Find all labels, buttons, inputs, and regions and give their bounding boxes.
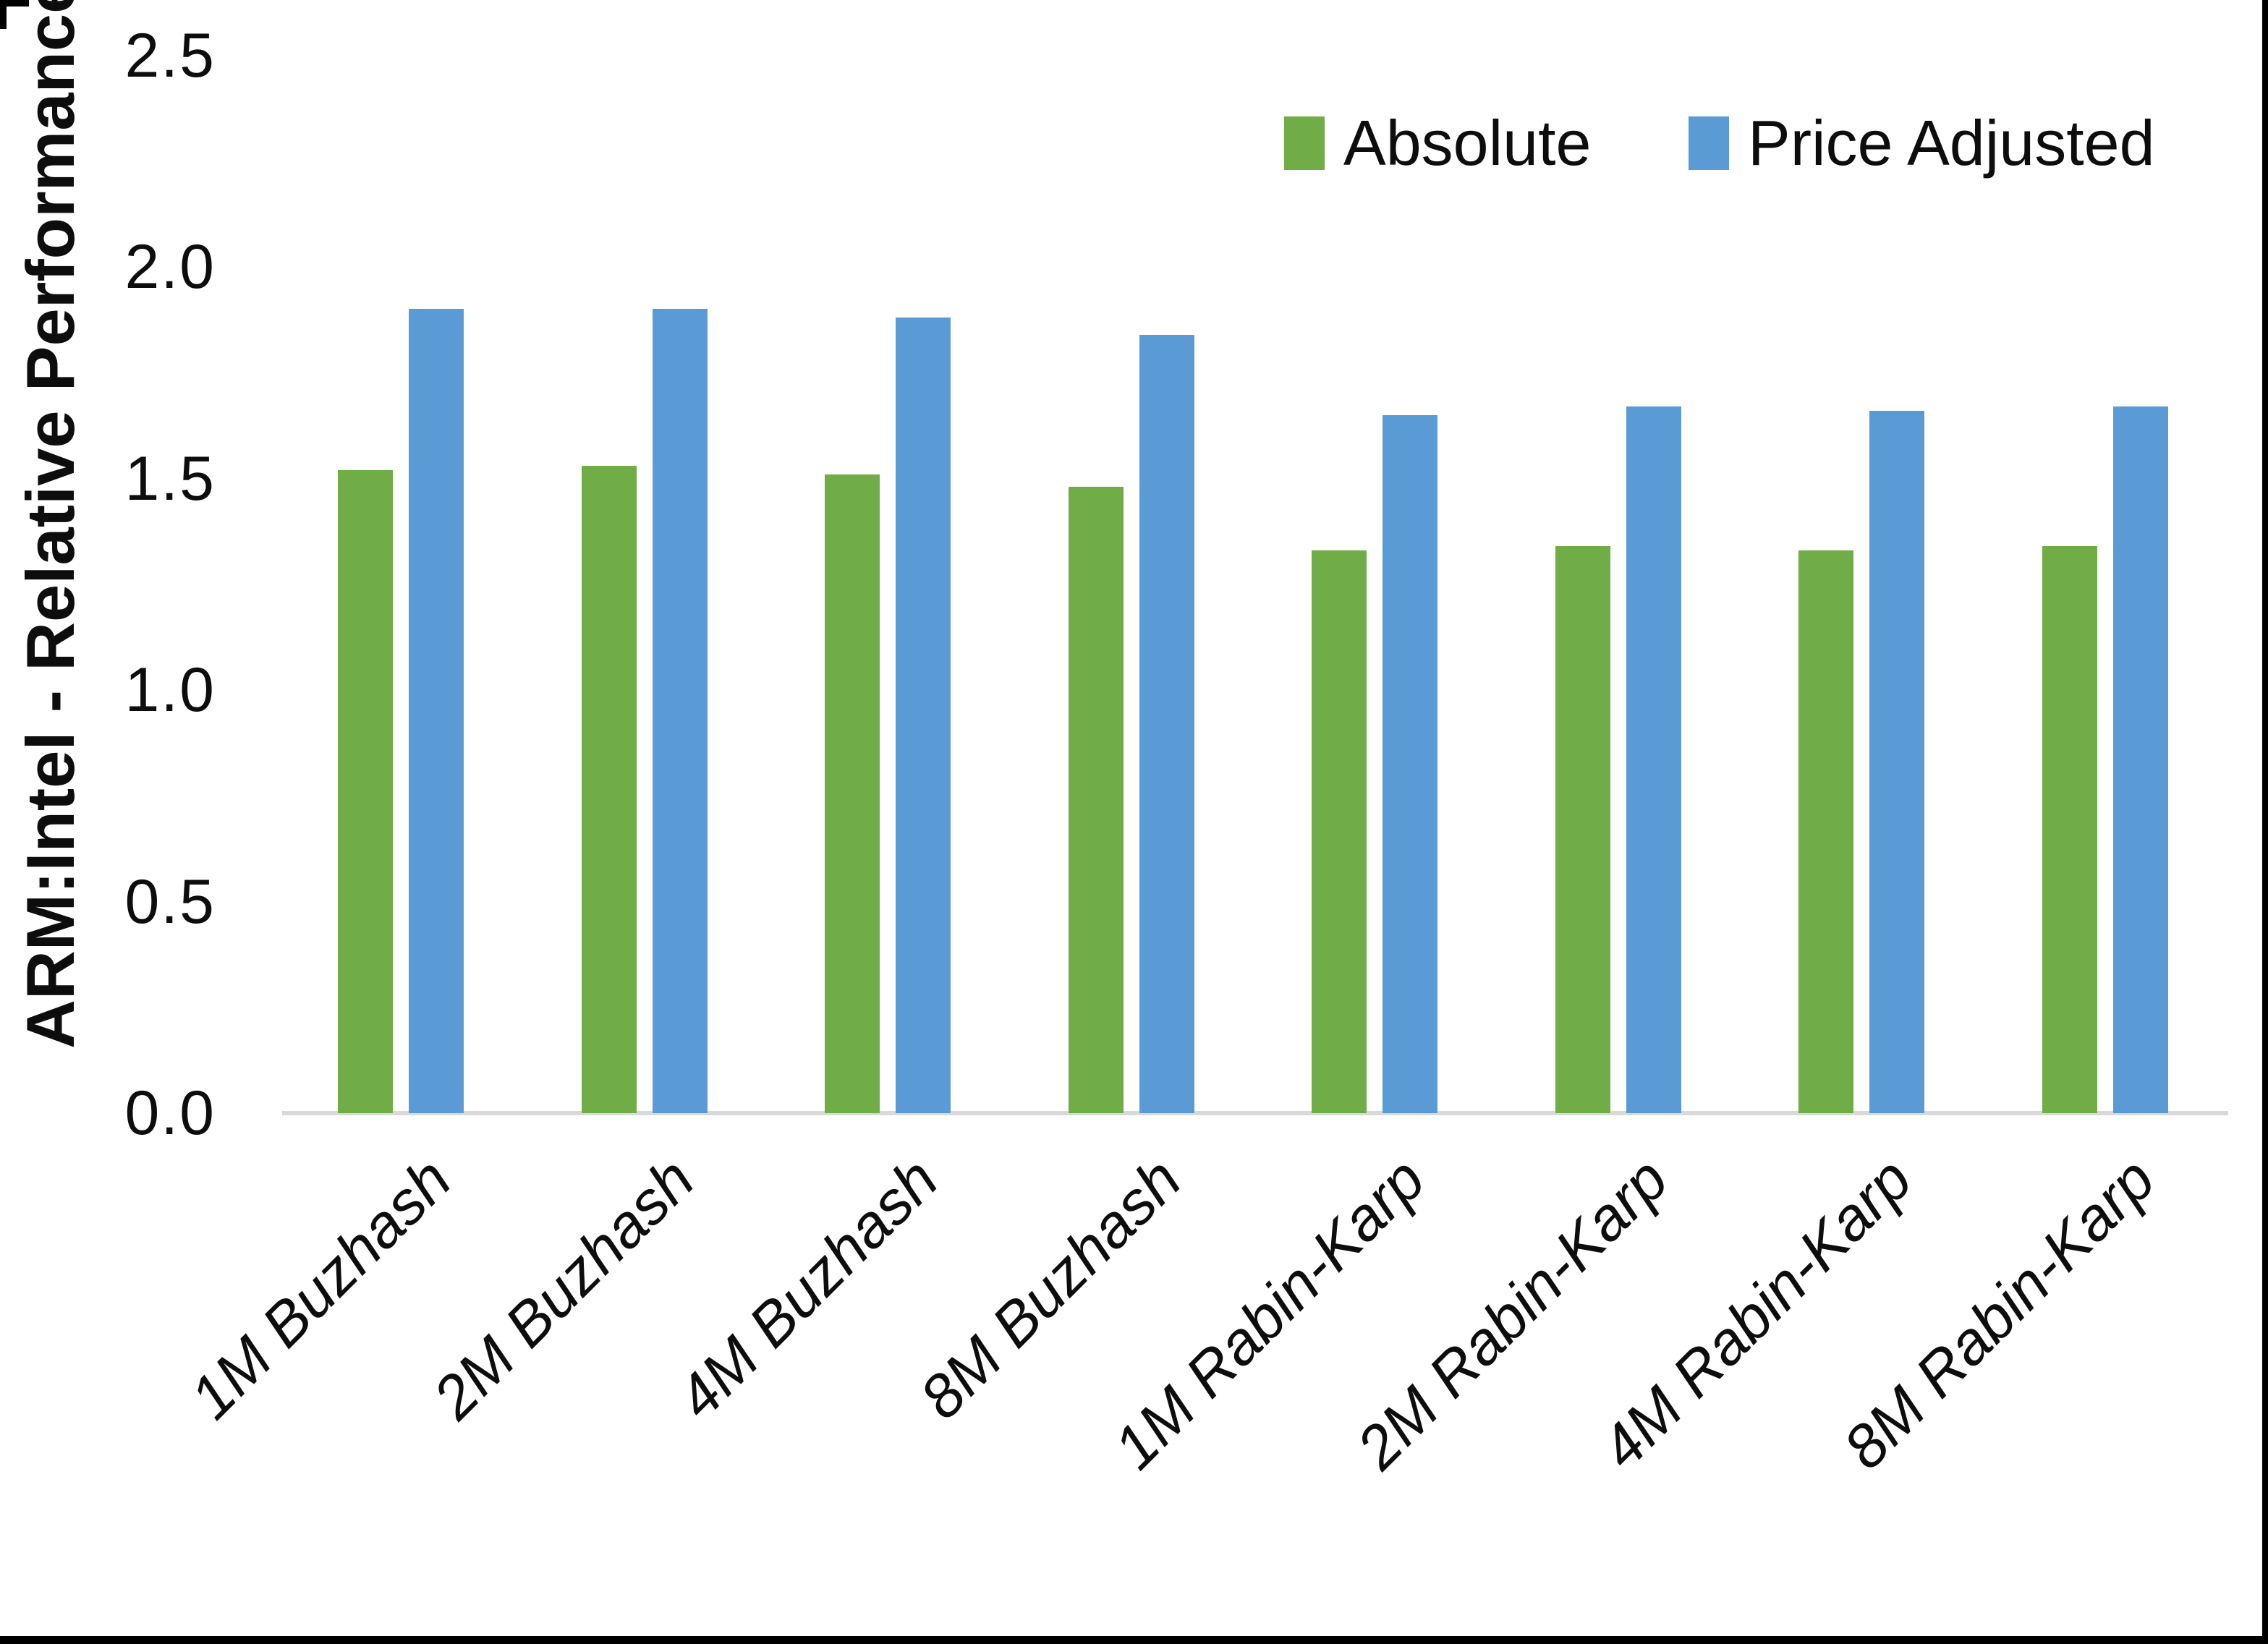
- bar-absolute: [582, 466, 637, 1113]
- legend-swatch-price-adjusted: [1689, 116, 1729, 170]
- bar-absolute: [338, 470, 393, 1113]
- bar-absolute: [1798, 550, 1853, 1113]
- y-tick-label: 0.0: [124, 1078, 216, 1148]
- y-tick-label: 1.0: [124, 655, 216, 725]
- bar-price-adjusted: [2113, 406, 2168, 1113]
- legend-swatch-absolute: [1284, 116, 1325, 170]
- legend-item-absolute: Absolute: [1284, 108, 1591, 178]
- legend-label-absolute: Absolute: [1343, 107, 1592, 179]
- x-category-label: 2M Buzhash: [420, 1144, 708, 1432]
- window-border-corner-top: [0, 0, 29, 7]
- window-border-corner-left: [0, 0, 7, 29]
- bar-price-adjusted: [653, 309, 708, 1113]
- y-tick-label: 2.0: [124, 232, 216, 302]
- bar-price-adjusted: [1626, 406, 1681, 1113]
- bar-absolute: [1555, 546, 1610, 1113]
- bar-price-adjusted: [1383, 415, 1437, 1113]
- y-tick-label: 0.5: [124, 866, 216, 937]
- window-border-bottom: [0, 1636, 2268, 1644]
- bar-price-adjusted: [409, 309, 464, 1113]
- bar-absolute: [1312, 550, 1367, 1113]
- bar-price-adjusted: [896, 318, 951, 1113]
- x-category-label: 1M Buzhash: [177, 1144, 464, 1432]
- legend-item-price-adjusted: Price Adjusted: [1689, 108, 2155, 178]
- bar-price-adjusted: [1869, 411, 1924, 1113]
- legend-label-price-adjusted: Price Adjusted: [1748, 107, 2155, 179]
- bar-price-adjusted: [1139, 335, 1194, 1113]
- bar-absolute: [825, 474, 880, 1113]
- bar-absolute: [1069, 487, 1124, 1113]
- y-tick-label: 2.5: [124, 20, 216, 90]
- bar-absolute: [2042, 546, 2097, 1113]
- x-category-label: 4M Buzhash: [663, 1144, 951, 1432]
- window-border-right: [2262, 0, 2268, 1644]
- x-axis-baseline: [282, 1111, 2228, 1115]
- y-tick-label: 1.5: [124, 443, 216, 514]
